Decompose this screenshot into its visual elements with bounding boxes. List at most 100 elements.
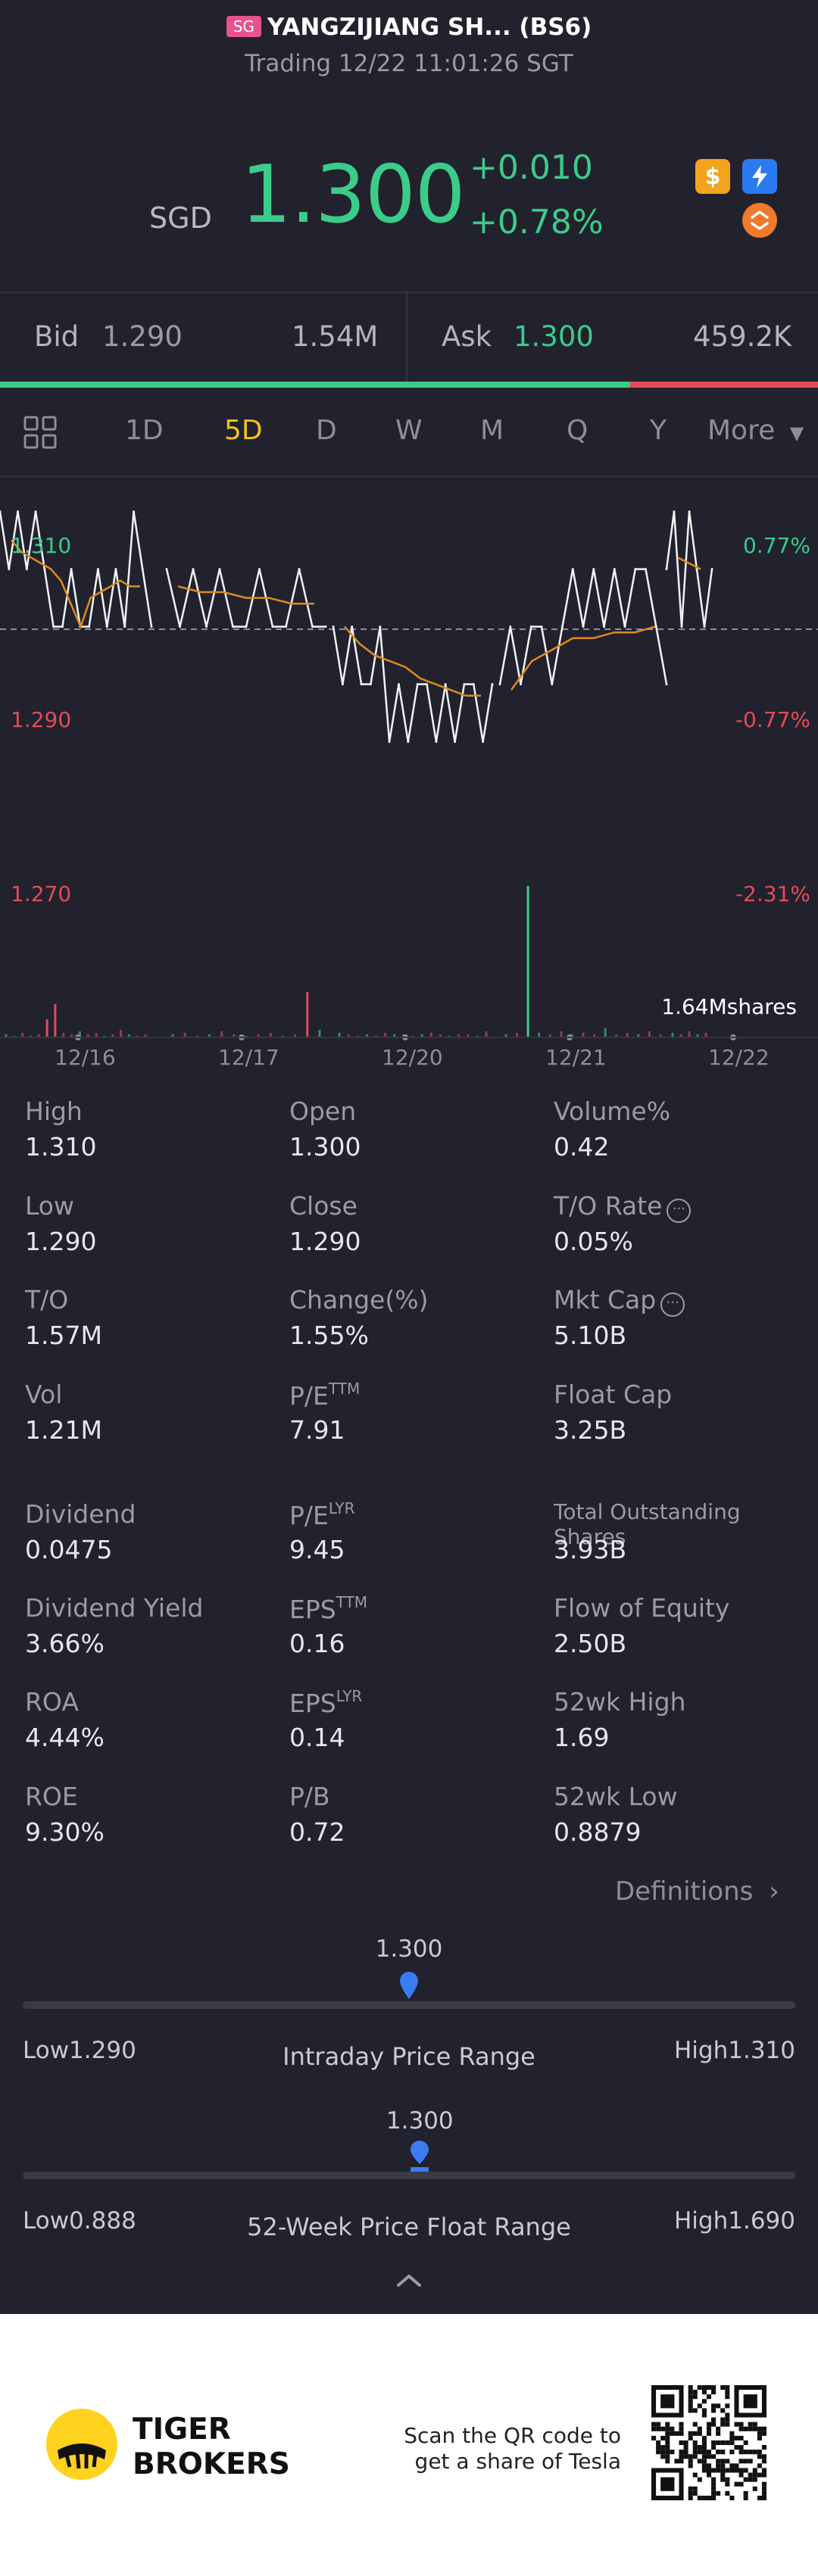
tab-more[interactable]: More ▼ [707, 415, 804, 446]
price-point [70, 568, 73, 571]
y-tick-right: -0.77% [735, 707, 810, 732]
price-point [472, 683, 475, 686]
stat-label-superscript: TTM [336, 1593, 368, 1611]
stat-label-text: 52wk High [554, 1687, 686, 1717]
stat-value: 0.05% [554, 1227, 633, 1256]
dollar-badge-icon[interactable]: $ [695, 159, 730, 194]
stat-label-text: High [25, 1096, 83, 1126]
divider [0, 292, 818, 293]
volume-bar [704, 1033, 707, 1037]
price-point [61, 625, 64, 628]
qr-code-icon[interactable] [651, 2385, 766, 2500]
volume-bar [318, 1030, 321, 1037]
price-point [634, 568, 637, 571]
price-point [88, 625, 91, 628]
volume-bar [45, 1019, 48, 1037]
price-point [435, 741, 438, 744]
stat-label: EPSLYR [289, 1687, 362, 1718]
stat-label-text: Float Cap [554, 1380, 673, 1409]
y-tick-left: 1.310 [11, 533, 72, 558]
week52-marker-icon [411, 2141, 429, 2175]
week52-high: High1.690 [674, 2207, 795, 2235]
price-point [25, 568, 28, 571]
price-point [695, 568, 698, 571]
price-point [150, 625, 153, 628]
volume-bar [306, 992, 309, 1037]
info-icon[interactable]: ··· [667, 1199, 692, 1223]
volume-bar [120, 1030, 122, 1037]
stat-label-text: P/B [289, 1782, 330, 1811]
stat-value: 3.25B [554, 1415, 627, 1445]
volume-bar [659, 1034, 662, 1037]
x-tick: 12/16 [55, 1045, 116, 1070]
price-point [582, 625, 585, 628]
stat-value: 3.66% [25, 1629, 105, 1658]
volume-bar [78, 1031, 81, 1037]
stat-label: Volume% [554, 1096, 670, 1126]
volume-bar [648, 1031, 651, 1037]
week52-low: Low0.888 [23, 2207, 136, 2235]
stat-value: 0.14 [289, 1723, 345, 1752]
stat-label: Total Outstanding Shares [554, 1499, 818, 1549]
avg-line-12-20 [344, 625, 481, 697]
stat-label-text: 52wk Low [554, 1782, 678, 1811]
chevron-up-icon[interactable] [392, 2270, 426, 2290]
definitions-link[interactable]: Definitions › [615, 1876, 779, 1907]
tab-quarter[interactable]: Q [567, 415, 589, 446]
flash-icon[interactable] [742, 159, 777, 194]
price-point [444, 683, 447, 686]
stat-label: ROA [25, 1687, 79, 1717]
ask-price: 1.300 [514, 320, 594, 353]
stat-label-text: Change(%) [289, 1285, 429, 1315]
price-point [463, 683, 466, 686]
price-point [8, 568, 11, 571]
price-point [398, 683, 400, 686]
avg-line-12-22 [677, 557, 701, 570]
stat-label-text: Total Outstanding Shares [554, 1499, 741, 1549]
price-point [551, 683, 554, 686]
stat-label-text: Volume% [554, 1096, 671, 1126]
volume-bar [144, 1034, 147, 1037]
bid-ratio-bar [0, 382, 630, 388]
stat-label: P/B [289, 1782, 330, 1811]
stat-label-text: T/O Rate [554, 1191, 663, 1221]
price-point [407, 741, 410, 744]
week52-range-title: 52-Week Price Float Range [247, 2213, 571, 2241]
ask-volume: 459.2K [693, 320, 792, 353]
stat-label: P/ETTM [289, 1380, 360, 1411]
intraday-marker-icon [400, 1972, 418, 1999]
price-point [680, 625, 683, 628]
price-point [271, 625, 274, 628]
tab-5d[interactable]: 5D [224, 415, 263, 446]
avg-line-12-16 [11, 539, 140, 630]
stat-value: 9.30% [25, 1817, 105, 1847]
tab-month[interactable]: M [480, 415, 504, 446]
swap-icon[interactable] [742, 203, 777, 238]
trading-status: Trading 12/22 11:01:26 SGT [245, 50, 573, 77]
price-chart[interactable] [0, 477, 818, 1045]
tab-week[interactable]: W [395, 415, 423, 446]
bid-label: Bid [34, 320, 80, 353]
tab-day[interactable]: D [316, 415, 337, 446]
tab-1d[interactable]: 1D [125, 415, 164, 446]
tab-year[interactable]: Y [650, 415, 667, 446]
price-point [141, 568, 144, 571]
price-point [232, 625, 234, 628]
volume-bar [21, 1033, 24, 1037]
stat-label-text: Dividend [25, 1499, 136, 1529]
price-point [509, 625, 512, 628]
price-point [388, 741, 391, 744]
stat-label-text: Open [289, 1096, 357, 1126]
bid-price: 1.290 [102, 320, 183, 353]
stat-value: 3.93B [554, 1535, 627, 1564]
brand-line: TIGER [133, 2412, 231, 2447]
grid-icon[interactable] [23, 415, 58, 450]
stat-label: Vol [25, 1380, 62, 1409]
info-icon[interactable]: ··· [660, 1293, 685, 1317]
stat-value: 0.8879 [554, 1817, 642, 1847]
stat-label-text: Close [289, 1191, 357, 1221]
stat-label: P/ELYR [289, 1499, 354, 1530]
volume-bar [429, 1033, 432, 1037]
volume-bar [582, 1033, 585, 1037]
price-point [341, 683, 344, 686]
